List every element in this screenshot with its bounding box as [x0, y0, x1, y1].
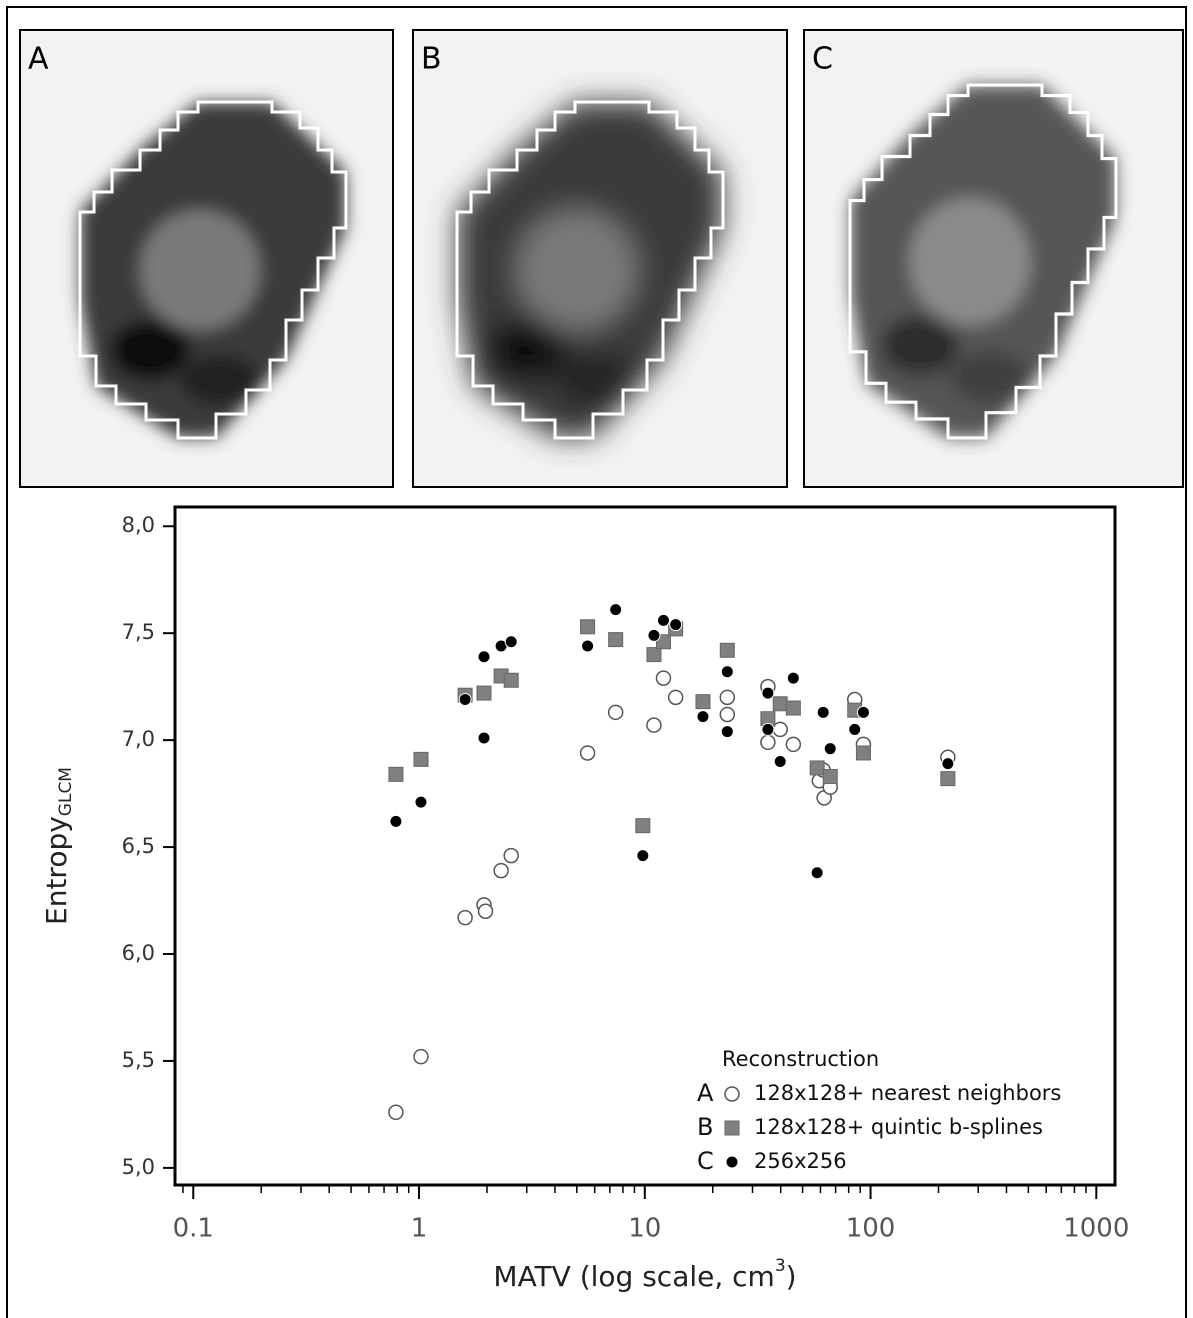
marker-open-circle [607, 704, 624, 721]
marker-filled-circle [656, 613, 670, 627]
marker-filled-circle [669, 618, 683, 632]
marker-open-circle [667, 689, 684, 706]
marker-filled-circle [636, 849, 650, 863]
marker-filled-circle [647, 628, 661, 642]
marker-open-circle [719, 706, 736, 723]
marker-square [655, 634, 671, 650]
y-tick-label: 8,0 [122, 513, 155, 537]
x-axis-label: MATV (log scale, cm3) [493, 1256, 796, 1293]
marker-square [719, 642, 735, 658]
marker-filled-circle [389, 814, 403, 828]
panel-frame [19, 29, 394, 488]
marker-filled-circle [810, 866, 824, 880]
marker-filled-circle [823, 742, 837, 756]
marker-square [388, 766, 404, 782]
marker-square [940, 771, 956, 787]
marker-square [476, 685, 492, 701]
marker-square [809, 760, 825, 776]
marker-open-circle [457, 909, 473, 926]
marker-square [772, 696, 788, 712]
legend-key: C [697, 1147, 714, 1175]
marker-filled-circle [720, 665, 734, 679]
legend-label: 128x128+ nearest neighbors [754, 1081, 1061, 1105]
marker-square [822, 768, 838, 784]
legend-title: Reconstruction [722, 1047, 879, 1071]
legend-marker [725, 1155, 739, 1169]
x-tick-label: 100 [846, 1214, 896, 1244]
y-axis-label-text: Entropy [40, 816, 73, 925]
marker-filled-circle [773, 755, 787, 769]
legend-label: 128x128+ quintic b-splines [754, 1115, 1043, 1139]
x-axis-label-sup: 3 [775, 1256, 786, 1276]
marker-open-circle [760, 734, 776, 751]
marker-square [413, 751, 429, 767]
panel-label: B [421, 42, 442, 77]
marker-filled-circle [720, 725, 734, 739]
x-axis-label-end: ) [786, 1260, 797, 1293]
marker-square [785, 700, 801, 716]
marker-square [646, 647, 662, 663]
legend-marker [724, 1120, 740, 1136]
panel-c: C [803, 29, 1184, 488]
marker-filled-circle [816, 705, 830, 719]
marker-open-circle [493, 862, 509, 879]
y-tick-label: 5,0 [122, 1155, 155, 1179]
marker-filled-circle [848, 722, 862, 736]
marker-open-circle [503, 847, 519, 864]
marker-open-circle [579, 745, 596, 761]
marker-open-circle [655, 670, 672, 686]
legend-marker [724, 1086, 740, 1102]
marker-square [695, 694, 711, 710]
marker-square [503, 672, 519, 688]
marker-filled-circle [581, 639, 595, 653]
y-axis-label-sub: GLCM [56, 767, 76, 816]
panel-frame [803, 29, 1184, 488]
marker-filled-circle [458, 692, 472, 706]
x-axis-label-text: MATV (log scale, cm [493, 1260, 774, 1293]
marker-open-circle [477, 903, 494, 919]
legend-key: B [697, 1113, 713, 1141]
panel-label: C [812, 42, 833, 77]
marker-square [635, 818, 651, 834]
y-tick-label: 7,0 [122, 727, 155, 751]
panel-b: B [412, 29, 788, 488]
marker-filled-circle [941, 757, 955, 771]
x-tick-label: 1000 [1063, 1214, 1129, 1244]
panel-frame [412, 29, 788, 488]
marker-filled-circle [414, 795, 428, 809]
panel-label: A [28, 42, 49, 77]
marker-filled-circle [761, 686, 775, 700]
y-tick-label: 6,0 [122, 941, 155, 965]
marker-filled-circle [504, 635, 518, 649]
panel-a: A [19, 29, 394, 488]
marker-open-circle [388, 1104, 404, 1121]
marker-filled-circle [477, 731, 491, 745]
marker-filled-circle [696, 710, 710, 724]
outer-frame [6, 6, 1187, 1318]
marker-open-circle [646, 717, 662, 733]
x-tick-label: 10 [628, 1214, 661, 1244]
marker-open-circle [785, 736, 802, 753]
legend-key: A [697, 1079, 714, 1107]
y-tick-label: 5,5 [122, 1048, 155, 1072]
marker-square [580, 619, 596, 635]
y-axis-label: EntropyGLCM [40, 767, 76, 925]
marker-filled-circle [856, 705, 870, 719]
marker-filled-circle [761, 722, 775, 736]
marker-filled-circle [609, 603, 623, 617]
legend-label: 256x256 [754, 1149, 847, 1173]
marker-square [608, 632, 624, 648]
marker-filled-circle [786, 671, 800, 685]
y-tick-label: 7,5 [122, 620, 155, 644]
marker-filled-circle [477, 650, 491, 664]
marker-square [855, 745, 871, 761]
marker-open-circle [719, 689, 736, 706]
x-tick-label: 0.1 [173, 1214, 214, 1244]
x-tick-label: 1 [411, 1214, 428, 1244]
marker-open-circle [413, 1048, 429, 1065]
y-tick-label: 6,5 [122, 834, 155, 858]
